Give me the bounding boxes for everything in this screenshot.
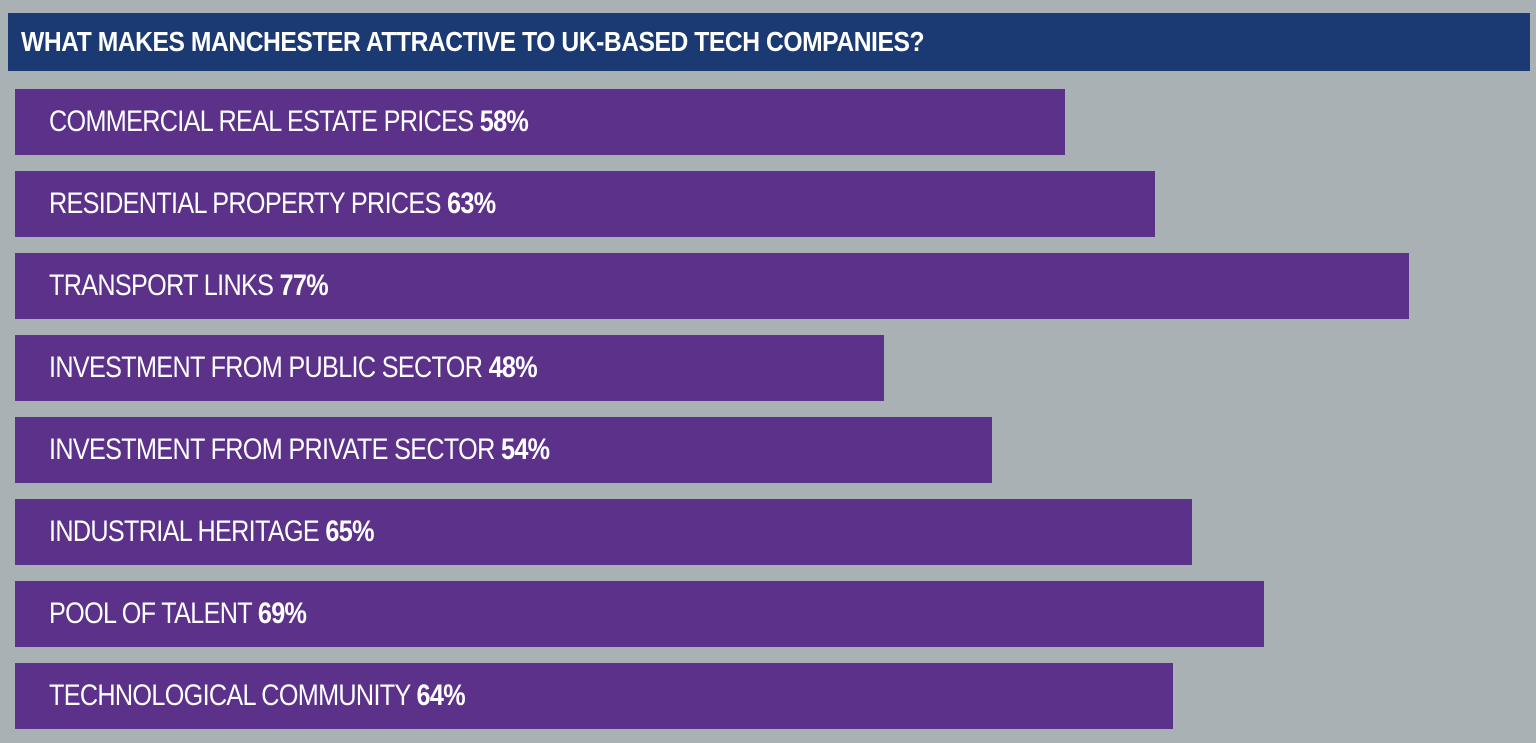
chart-title-bar: WHAT MAKES MANCHESTER ATTRACTIVE TO UK-B… bbox=[8, 13, 1530, 71]
bar-label: COMMERCIAL REAL ESTATE PRICES 58% bbox=[49, 105, 529, 139]
bar-value-label: 48% bbox=[488, 351, 538, 384]
bar: COMMERCIAL REAL ESTATE PRICES 58% bbox=[15, 89, 1065, 155]
bar: INVESTMENT FROM PRIVATE SECTOR 54% bbox=[15, 417, 992, 483]
bar-category-label: INDUSTRIAL HERITAGE bbox=[49, 515, 320, 548]
bar-category-label: RESIDENTIAL PROPERTY PRICES bbox=[49, 187, 441, 220]
bar-category-label: COMMERCIAL REAL ESTATE PRICES bbox=[49, 105, 474, 138]
bar-category-label: TECHNOLOGICAL COMMUNITY bbox=[49, 679, 411, 712]
bar-value-label: 65% bbox=[325, 515, 374, 548]
bar-category-label: INVESTMENT FROM PRIVATE SECTOR bbox=[49, 433, 495, 466]
bar-label: POOL OF TALENT 69% bbox=[49, 597, 307, 631]
bar-label: TECHNOLOGICAL COMMUNITY 64% bbox=[49, 679, 466, 713]
bar-value-label: 77% bbox=[279, 269, 329, 302]
bar-value-label: 58% bbox=[479, 105, 529, 138]
bar-category-label: INVESTMENT FROM PUBLIC SECTOR bbox=[49, 351, 483, 384]
bar: RESIDENTIAL PROPERTY PRICES 63% bbox=[15, 171, 1155, 237]
bar: TRANSPORT LINKS 77% bbox=[15, 253, 1409, 319]
bar: POOL OF TALENT 69% bbox=[15, 581, 1264, 647]
bar-label: TRANSPORT LINKS 77% bbox=[49, 269, 329, 303]
chart-title: WHAT MAKES MANCHESTER ATTRACTIVE TO UK-B… bbox=[21, 26, 925, 57]
bar-value-label: 54% bbox=[500, 433, 550, 466]
bar-label: INVESTMENT FROM PUBLIC SECTOR 48% bbox=[49, 351, 538, 385]
bar-label: RESIDENTIAL PROPERTY PRICES 63% bbox=[49, 187, 496, 221]
bar-value-label: 69% bbox=[257, 597, 307, 630]
bar: TECHNOLOGICAL COMMUNITY 64% bbox=[15, 663, 1173, 729]
bar-category-label: POOL OF TALENT bbox=[49, 597, 252, 630]
bar-label: INDUSTRIAL HERITAGE 65% bbox=[49, 515, 375, 549]
bar: INVESTMENT FROM PUBLIC SECTOR 48% bbox=[15, 335, 884, 401]
bar-label: INVESTMENT FROM PRIVATE SECTOR 54% bbox=[49, 433, 550, 467]
bar-value-label: 64% bbox=[416, 679, 466, 712]
bar-category-label: TRANSPORT LINKS bbox=[49, 269, 274, 302]
bar: INDUSTRIAL HERITAGE 65% bbox=[15, 499, 1192, 565]
bar-value-label: 63% bbox=[447, 187, 496, 220]
